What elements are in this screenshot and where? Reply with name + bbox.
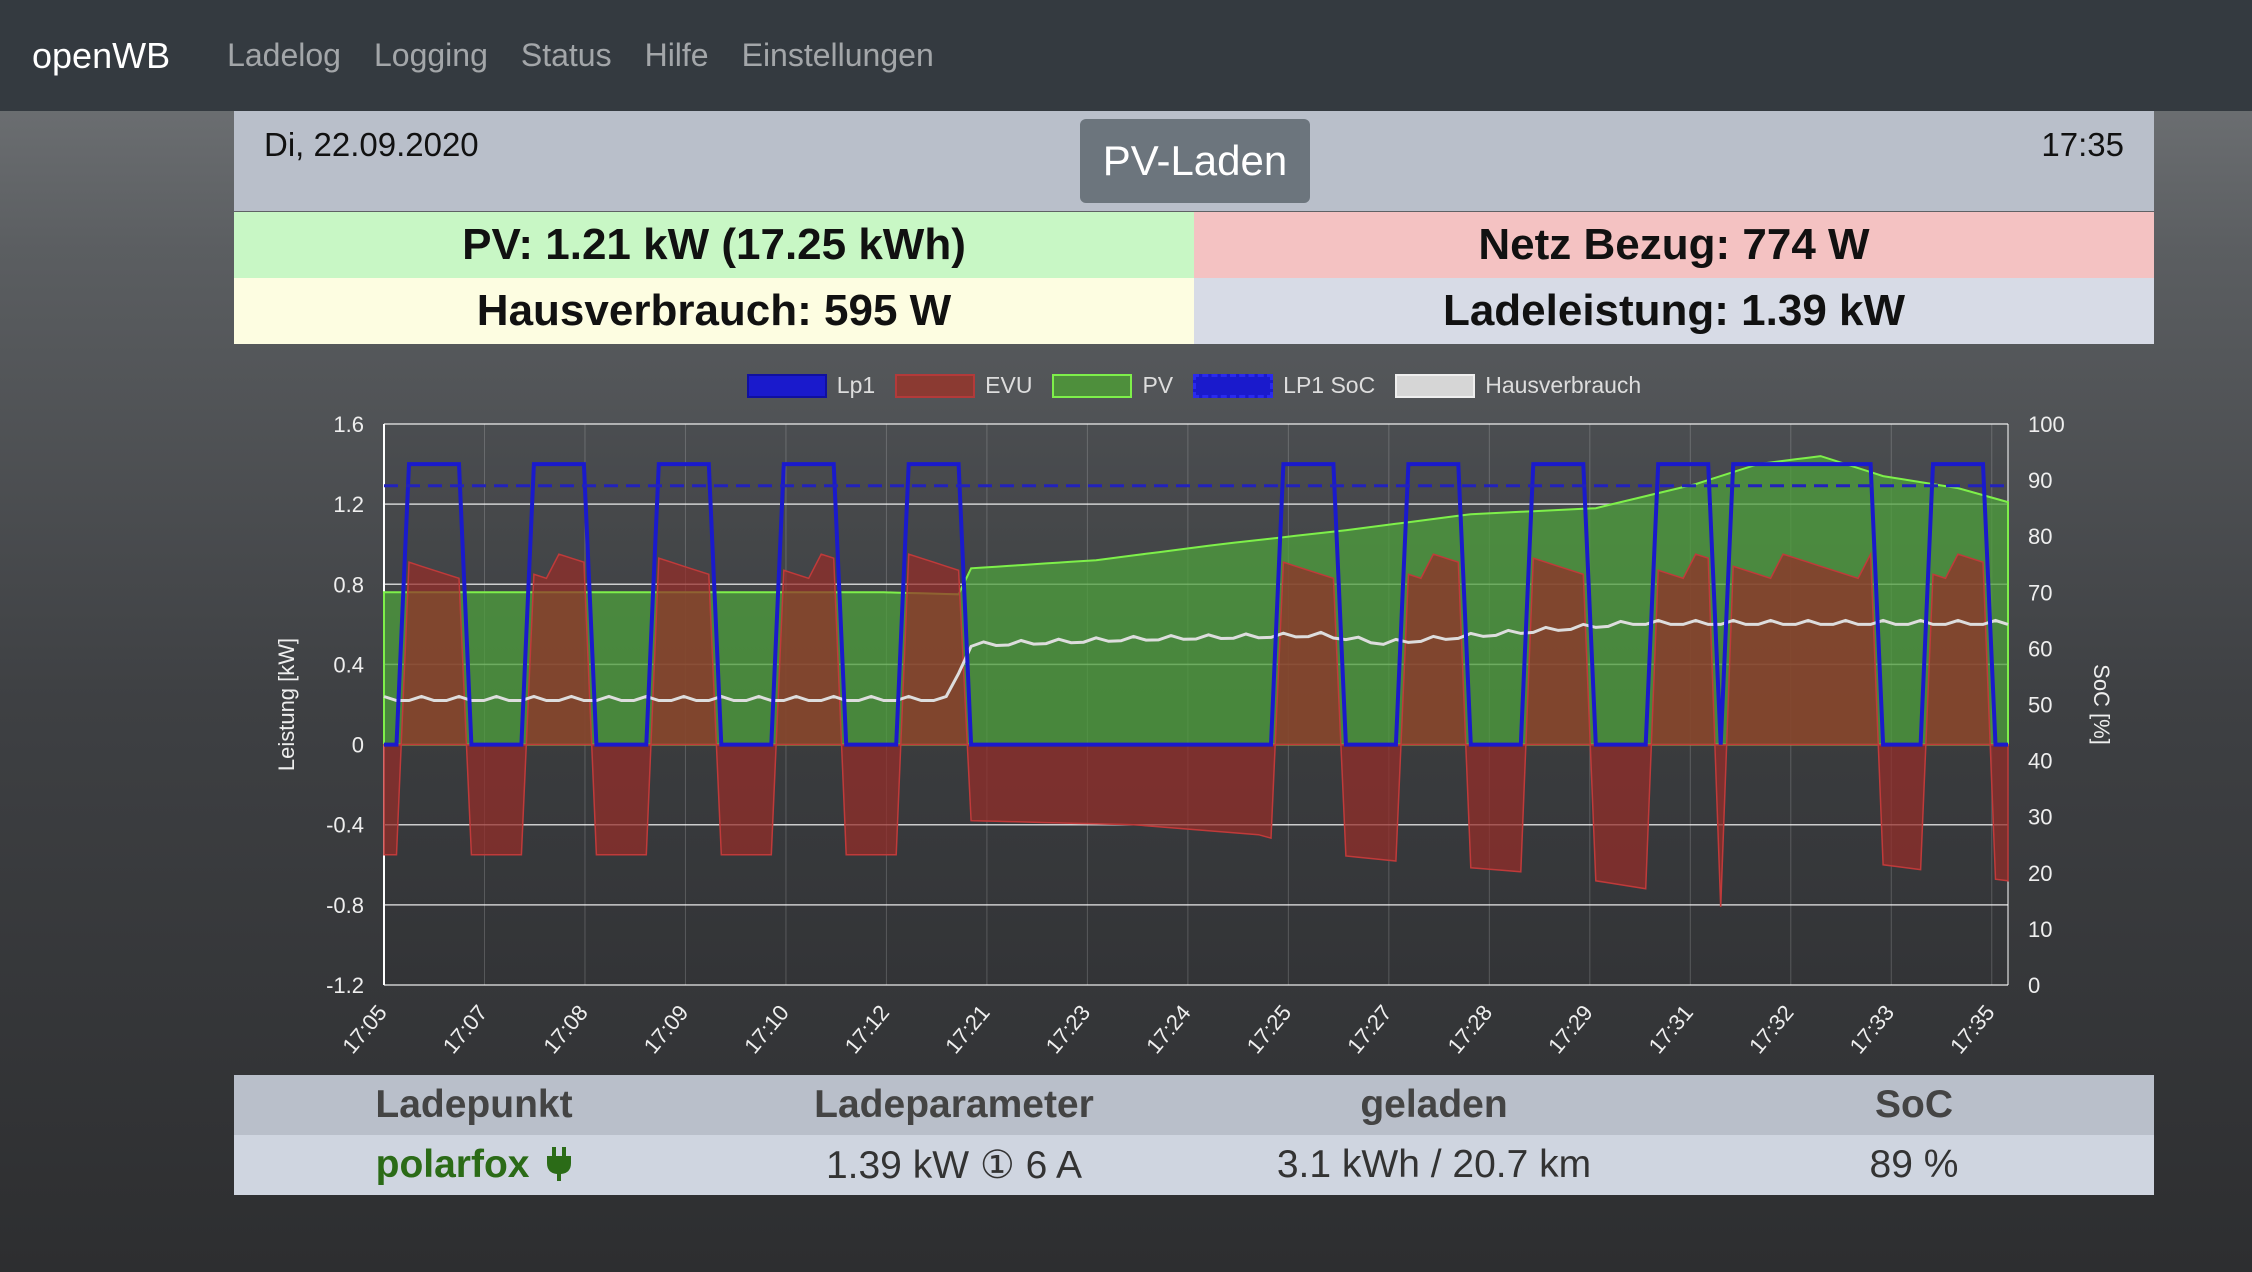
y2-tick-label: 10: [2028, 917, 2052, 942]
time-display: 17:35: [2041, 126, 2124, 163]
y-tick-label: 0.8: [333, 572, 364, 597]
y-axis-title: Leistung [kW]: [274, 638, 299, 771]
x-tick-label: 17:28: [1443, 1000, 1498, 1058]
legend-lp1[interactable]: Lp1: [746, 372, 876, 399]
power-chart: Lp1 EVU PV LP1 SoC Hausverbrauch 1.6 1.2 0…: [234, 360, 2154, 1060]
nav-einstellungen[interactable]: Einstellungen: [741, 37, 934, 73]
nav-hilfe[interactable]: Hilfe: [644, 37, 709, 73]
x-tick-label: 17:12: [840, 1000, 895, 1058]
header-bar: Di, 22.09.2020 PV-Laden 17:35: [234, 111, 2154, 211]
netz-tile: Netz Bezug: 774 W: [1194, 212, 2154, 278]
th-ladeparameter: Ladeparameter: [814, 1083, 1094, 1126]
y2-tick-label: 20: [2028, 861, 2052, 886]
x-tick-label: 17:10: [739, 1000, 794, 1058]
y2-tick-label: 80: [2028, 524, 2052, 549]
evu-series: [383, 551, 2009, 907]
legend-hausverbrauch-label: Hausverbrauch: [1485, 372, 1642, 398]
table-row[interactable]: polarfox 1.39 kW ① 6 A 3.1 kWh / 20.7 km…: [234, 1135, 2154, 1195]
th-soc: SoC: [1875, 1083, 1953, 1126]
ladepunkt-cell[interactable]: polarfox: [234, 1143, 714, 1187]
chart-canvas: 1.61.20.80.40-0.4-0.8-1.2100908070605040…: [274, 412, 2114, 1058]
y2-tick-label: 90: [2028, 468, 2052, 493]
ladepunkt-table: Ladepunkt Ladeparameter geladen SoC pola…: [234, 1075, 2154, 1195]
legend-pv-label: PV: [1142, 372, 1174, 398]
x-tick-label: 17:05: [337, 1000, 392, 1058]
legend-hausverbrauch[interactable]: Hausverbrauch: [1395, 372, 1641, 399]
y-tick-label: 1.6: [333, 412, 364, 437]
y-tick-label: 1.2: [333, 492, 364, 517]
x-tick-label: 17:07: [438, 1000, 493, 1058]
pv-tile: PV: 1.21 kW (17.25 kWh): [234, 212, 1194, 278]
nav-ladelog[interactable]: Ladelog: [227, 37, 341, 73]
legend-evu-swatch: [895, 373, 976, 398]
legend-hausverbrauch-swatch: [1395, 373, 1476, 398]
legend-soc-label: LP1 SoC: [1283, 372, 1376, 398]
y2-tick-label: 40: [2028, 749, 2052, 774]
geladen-cell: 3.1 kWh / 20.7 km: [1276, 1143, 1592, 1186]
legend-lp1-label: Lp1: [836, 372, 876, 398]
x-tick-label: 17:08: [538, 1000, 593, 1058]
th-ladepunkt: Ladepunkt: [375, 1083, 573, 1126]
mode-button[interactable]: PV-Laden: [1080, 119, 1310, 203]
hausverbrauch-tile: Hausverbrauch: 595 W: [234, 278, 1194, 344]
x-tick-label: 17:09: [639, 1000, 694, 1058]
legend-soc-swatch: [1193, 373, 1274, 398]
legend-evu[interactable]: EVU: [895, 372, 1032, 399]
ladeleistung-tile: Ladeleistung: 1.39 kW: [1194, 278, 2154, 344]
y2-tick-label: 50: [2028, 693, 2052, 718]
ladepunkt-name: polarfox: [375, 1143, 530, 1186]
chart-legend: Lp1 EVU PV LP1 SoC Hausverbrauch: [234, 372, 2154, 399]
legend-evu-label: EVU: [985, 372, 1033, 398]
hausverbrauch-series: [383, 618, 2009, 702]
y2-tick-label: 0: [2028, 973, 2040, 998]
legend-pv[interactable]: PV: [1052, 372, 1173, 399]
legend-soc[interactable]: LP1 SoC: [1193, 372, 1375, 399]
y-tick-label: 0: [352, 733, 364, 758]
x-tick-label: 17:29: [1543, 1000, 1598, 1058]
x-tick-label: 17:27: [1342, 1000, 1397, 1058]
y-tick-label: -0.4: [326, 813, 364, 838]
x-tick-label: 17:33: [1845, 1000, 1900, 1058]
x-tick-label: 17:31: [1644, 1000, 1699, 1058]
y2-tick-label: 100: [2028, 412, 2065, 437]
brand-logo[interactable]: openWB: [32, 34, 171, 76]
x-tick-label: 17:32: [1744, 1000, 1799, 1058]
soc-cell: 89 %: [1869, 1143, 1959, 1186]
date-display: Di, 22.09.2020: [264, 126, 479, 163]
x-tick-label: 17:35: [1945, 1000, 2000, 1058]
ladeparameter-cell: 1.39 kW ① 6 A: [825, 1143, 1083, 1187]
x-tick-label: 17:24: [1141, 1000, 1196, 1058]
y2-tick-label: 60: [2028, 636, 2052, 661]
x-tick-label: 17:21: [940, 1000, 995, 1058]
y-tick-label: 0.4: [333, 652, 364, 677]
th-geladen: geladen: [1360, 1083, 1508, 1126]
legend-lp1-swatch: [746, 373, 827, 398]
table-header-row: Ladepunkt Ladeparameter geladen SoC: [234, 1075, 2154, 1135]
x-tick-label: 17:25: [1242, 1000, 1297, 1058]
nav-status[interactable]: Status: [520, 37, 612, 73]
plug-icon: [547, 1147, 572, 1181]
y2-axis-title: SoC [%]: [2089, 664, 2114, 745]
x-tick-label: 17:23: [1041, 1000, 1096, 1058]
nav-logging[interactable]: Logging: [373, 37, 488, 73]
y2-tick-label: 30: [2028, 805, 2052, 830]
navbar: openWB Ladelog Logging Status Hilfe Eins…: [0, 0, 2252, 111]
y-tick-label: -0.8: [326, 893, 364, 918]
y-tick-label: -1.2: [326, 973, 364, 998]
y2-tick-label: 70: [2028, 580, 2052, 605]
lp1-series: [384, 462, 2008, 747]
legend-pv-swatch: [1052, 373, 1133, 398]
